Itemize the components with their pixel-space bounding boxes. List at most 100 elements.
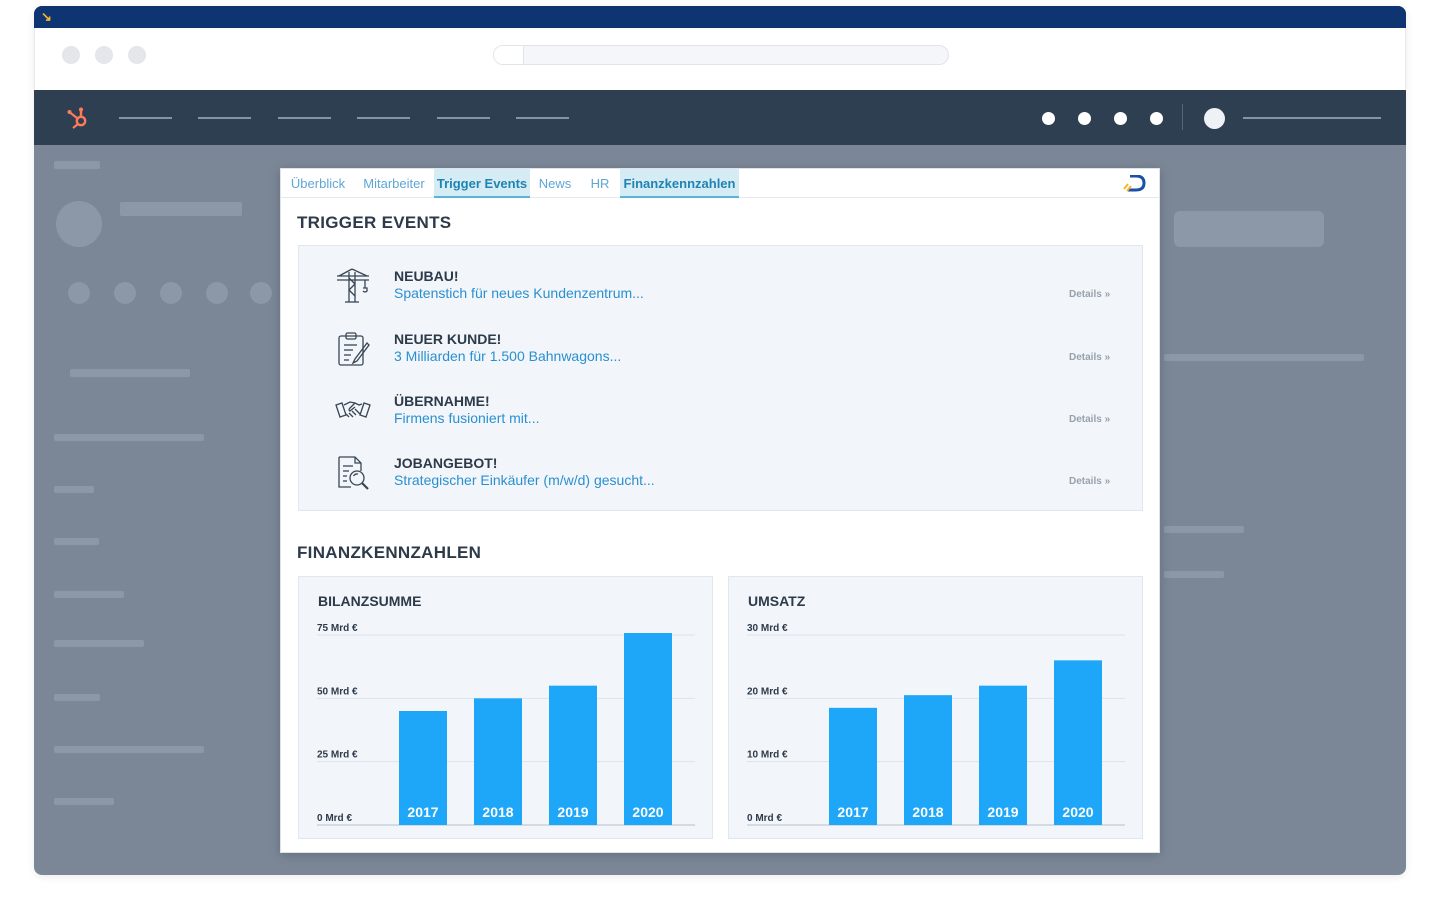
- background-placeholder: [68, 282, 90, 304]
- background-placeholder: [1164, 526, 1244, 533]
- list-item[interactable]: NEUBAU! Spatenstich für neues Kundenzent…: [299, 268, 1142, 330]
- bar-label: 2020: [1062, 804, 1093, 820]
- arrow-icon: ↘: [41, 9, 52, 24]
- umsatz-card: UMSATZ 0 Mrd € 10 Mrd € 20 Mrd € 30 Mrd € 20…: [728, 576, 1143, 839]
- background-placeholder: [160, 282, 182, 304]
- chart-title: BILANZSUMME: [318, 593, 422, 609]
- background-placeholder: [120, 202, 242, 216]
- nav-link[interactable]: [119, 117, 172, 119]
- clipboard-icon: [338, 332, 370, 366]
- y-tick-label: 10 Mrd €: [747, 750, 788, 761]
- details-link[interactable]: Details »: [1069, 289, 1111, 300]
- background-placeholder: [206, 282, 228, 304]
- background-placeholder: [70, 369, 190, 377]
- y-tick-label: 20 Mrd €: [747, 686, 788, 697]
- hubspot-nav: [34, 90, 1406, 145]
- background-placeholder: [54, 538, 99, 545]
- bar-label: 2019: [557, 804, 588, 820]
- tab-ueberblick[interactable]: Überblick: [290, 176, 346, 191]
- trigger-events-heading: TRIGGER EVENTS: [297, 213, 452, 232]
- list-item[interactable]: JOBANGEBOT! Strategischer Einkäufer (m/w…: [299, 455, 1142, 517]
- background-placeholder: [54, 434, 204, 441]
- background-placeholder: [54, 640, 144, 647]
- y-tick-label: 50 Mrd €: [317, 686, 358, 697]
- y-tick-label: 75 Mrd €: [317, 623, 358, 634]
- url-bar[interactable]: [493, 45, 949, 65]
- bar: [979, 685, 1027, 825]
- event-subtitle[interactable]: Firmens fusioniert mit...: [394, 410, 540, 426]
- document-search-icon: [338, 456, 369, 490]
- y-tick-label: 25 Mrd €: [317, 750, 358, 761]
- bar-label: 2017: [407, 804, 438, 820]
- event-subtitle[interactable]: Strategischer Einkäufer (m/w/d) gesucht.…: [394, 472, 655, 488]
- y-tick-label: 0 Mrd €: [747, 813, 782, 824]
- url-bar-segment: [494, 46, 524, 64]
- event-title: ÜBERNAHME!: [394, 393, 490, 409]
- background-placeholder: [56, 201, 102, 247]
- trigger-events-list: NEUBAU! Spatenstich für neues Kundenzent…: [298, 245, 1143, 511]
- nav-icon[interactable]: [1114, 112, 1127, 125]
- browser-chrome: [34, 28, 1406, 90]
- list-item[interactable]: NEUER KUNDE! 3 Milliarden für 1.500 Bahn…: [299, 331, 1142, 393]
- nav-link[interactable]: [516, 117, 569, 119]
- handshake-icon: [335, 401, 371, 418]
- bar: [829, 707, 877, 825]
- event-subtitle[interactable]: Spatenstich für neues Kundenzentrum...: [394, 285, 644, 301]
- nav-separator: [1182, 104, 1183, 130]
- bar: [904, 695, 952, 825]
- nav-icon[interactable]: [1042, 112, 1055, 125]
- event-title: NEUER KUNDE!: [394, 331, 502, 347]
- user-name-placeholder[interactable]: [1243, 117, 1381, 119]
- y-tick-label: 30 Mrd €: [747, 623, 788, 634]
- details-link[interactable]: Details »: [1069, 414, 1111, 425]
- company-insights-panel: Überblick Mitarbeiter Trigger Events New…: [280, 168, 1160, 853]
- tab-hr[interactable]: HR: [590, 176, 610, 191]
- bar: [474, 698, 522, 825]
- event-subtitle[interactable]: 3 Milliarden für 1.500 Bahnwagons...: [394, 348, 622, 364]
- list-item[interactable]: ÜBERNAHME! Firmens fusioniert mit... Det…: [299, 393, 1142, 455]
- bar: [1054, 660, 1102, 825]
- window-minimize-dot[interactable]: [95, 46, 113, 64]
- top-strip: ↘: [34, 6, 1406, 28]
- background-placeholder: [54, 161, 100, 169]
- bar: [549, 685, 597, 825]
- bar: [624, 633, 672, 825]
- window-close-dot[interactable]: [62, 46, 80, 64]
- tab-trigger-events[interactable]: Trigger Events: [434, 169, 530, 198]
- background-placeholder: [54, 591, 124, 598]
- bar-label: 2019: [987, 804, 1018, 820]
- nav-icon[interactable]: [1150, 112, 1163, 125]
- background-placeholder: [1164, 571, 1224, 578]
- bilanzsumme-chart: 0 Mrd € 25 Mrd € 50 Mrd € 75 Mrd € 2017 2018 2…: [317, 623, 695, 826]
- background-placeholder: [114, 282, 136, 304]
- details-link[interactable]: Details »: [1069, 352, 1111, 363]
- bar-label: 2017: [837, 804, 868, 820]
- background-placeholder: [54, 746, 204, 753]
- nav-link[interactable]: [357, 117, 410, 119]
- echobot-logo-icon: [1123, 175, 1146, 192]
- background-placeholder: [1174, 211, 1324, 247]
- bilanzsumme-card: BILANZSUMME 0 Mrd € 25 Mrd € 50 Mrd € 75 Mr…: [298, 576, 713, 839]
- crane-icon: [337, 268, 369, 303]
- bar-label: 2020: [632, 804, 663, 820]
- background-placeholder: [250, 282, 272, 304]
- event-title: NEUBAU!: [394, 268, 459, 284]
- details-link[interactable]: Details »: [1069, 476, 1111, 487]
- bar-label: 2018: [482, 804, 513, 820]
- nav-link[interactable]: [278, 117, 331, 119]
- tab-finanzkennzahlen[interactable]: Finanzkennzahlen: [620, 169, 739, 198]
- tab-mitarbeiter[interactable]: Mitarbeiter: [363, 176, 425, 191]
- chart-title: UMSATZ: [748, 593, 806, 609]
- event-title: JOBANGEBOT!: [394, 455, 498, 471]
- finanzkennzahlen-heading: FINANZKENNZAHLEN: [297, 543, 482, 562]
- tab-news[interactable]: News: [538, 176, 572, 191]
- user-avatar[interactable]: [1204, 108, 1225, 129]
- bar-label: 2018: [912, 804, 943, 820]
- background-placeholder: [54, 798, 114, 805]
- nav-link[interactable]: [437, 117, 490, 119]
- hubspot-logo-icon[interactable]: [66, 106, 90, 130]
- nav-link[interactable]: [198, 117, 251, 119]
- background-placeholder: [54, 694, 100, 701]
- nav-icon[interactable]: [1078, 112, 1091, 125]
- window-maximize-dot[interactable]: [128, 46, 146, 64]
